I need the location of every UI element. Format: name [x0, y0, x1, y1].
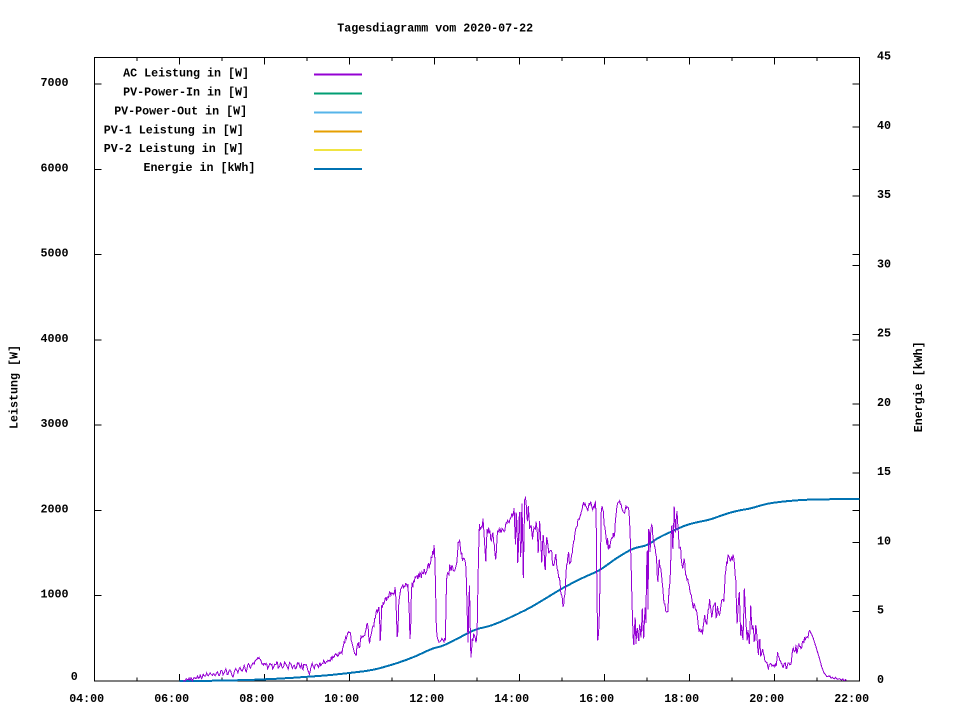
svg-text:Tagesdiagramm vom 2020-07-22: Tagesdiagramm vom 2020-07-22 — [337, 22, 533, 36]
svg-text:6000: 6000 — [41, 161, 69, 175]
svg-text:7000: 7000 — [41, 76, 69, 90]
svg-text:14:00: 14:00 — [494, 692, 529, 706]
svg-text:Leistung [W]: Leistung [W] — [7, 345, 21, 429]
svg-text:04:00: 04:00 — [69, 692, 104, 706]
svg-text:10:00: 10:00 — [324, 692, 359, 706]
svg-text:4000: 4000 — [41, 332, 69, 346]
svg-text:40: 40 — [877, 119, 891, 133]
svg-text:10: 10 — [877, 534, 891, 548]
svg-text:2000: 2000 — [41, 502, 69, 516]
svg-text:PV-2 Leistung in [W]: PV-2 Leistung in [W] — [104, 142, 244, 156]
svg-text:22:00: 22:00 — [834, 692, 869, 706]
svg-text:Energie in [kWh]: Energie in [kWh] — [144, 161, 256, 175]
svg-text:Energie [kWh]: Energie [kWh] — [912, 341, 926, 432]
svg-text:5000: 5000 — [41, 247, 69, 261]
svg-text:1000: 1000 — [41, 588, 69, 602]
svg-text:15: 15 — [877, 465, 891, 479]
svg-text:0: 0 — [71, 670, 78, 684]
svg-text:20:00: 20:00 — [749, 692, 784, 706]
svg-text:30: 30 — [877, 257, 891, 271]
svg-text:12:00: 12:00 — [409, 692, 444, 706]
svg-text:0: 0 — [877, 673, 884, 687]
svg-text:PV-Power-Out in [W]: PV-Power-Out in [W] — [114, 104, 247, 118]
svg-text:06:00: 06:00 — [154, 692, 189, 706]
svg-text:35: 35 — [877, 188, 891, 202]
svg-text:5: 5 — [877, 604, 884, 618]
svg-text:25: 25 — [877, 327, 891, 341]
svg-text:PV-Power-In in [W]: PV-Power-In in [W] — [123, 86, 249, 100]
svg-text:PV-1 Leistung in [W]: PV-1 Leistung in [W] — [104, 123, 244, 137]
svg-text:08:00: 08:00 — [239, 692, 274, 706]
svg-text:45: 45 — [877, 50, 891, 64]
svg-text:18:00: 18:00 — [664, 692, 699, 706]
svg-text:AC Leistung in [W]: AC Leistung in [W] — [123, 67, 249, 81]
svg-text:20: 20 — [877, 396, 891, 410]
svg-text:3000: 3000 — [41, 417, 69, 431]
svg-text:16:00: 16:00 — [579, 692, 614, 706]
